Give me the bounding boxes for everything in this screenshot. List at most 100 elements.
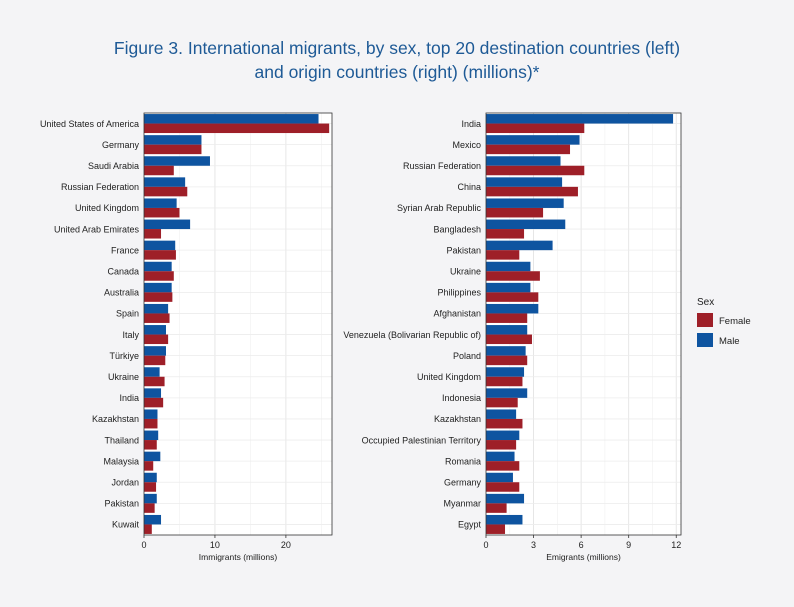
chart-0-bar-female-malaysia (144, 461, 154, 471)
chart-1-x-tick-label: 6 (579, 540, 584, 550)
chart-1-x-tick-label: 3 (531, 540, 536, 550)
chart-1-bar-female-pakistan (486, 250, 520, 260)
chart-0-bar-male-spain (144, 303, 169, 314)
chart-0-category-label: Spain (116, 309, 139, 319)
chart-0-bar-female-russian-federation (144, 186, 188, 197)
chart-1-category-label: Myanmar (443, 499, 481, 509)
chart-1-bar-female-poland (486, 355, 528, 366)
chart-1-bar-male-mexico (486, 135, 580, 145)
chart-1-bar-male-romania (486, 451, 515, 462)
chart-1-bar-male-united-kingdom (486, 367, 525, 377)
chart-0-bar-female-ukraine (144, 376, 165, 387)
chart-1-category-label: Poland (453, 351, 481, 361)
chart-0-bar-female-t-rkiye (144, 355, 166, 366)
chart-0-category-label: Ukraine (108, 372, 139, 382)
chart-1-bar-female-germany (486, 482, 520, 492)
chart-1-category-label: India (461, 119, 481, 129)
chart-1-bar-male-poland (486, 346, 526, 356)
chart-1-category-label: Syrian Arab Republic (397, 203, 482, 213)
chart-1-bar-female-united-kingdom (486, 376, 523, 387)
chart-0-category-label: Thailand (104, 435, 139, 445)
chart-1-bar-male-germany (486, 472, 513, 483)
chart-0-category-label: Malaysia (103, 456, 139, 466)
chart-1-bar-male-venezuela-bolivarian-republic-of (486, 325, 528, 335)
chart-1-bar-female-kazakhstan (486, 418, 523, 429)
chart-1-category-label: Occupied Palestinian Territory (362, 435, 482, 445)
chart-1-bar-female-ukraine (486, 271, 540, 281)
figure-title: Figure 3. International migrants, by sex… (0, 36, 794, 84)
chart-1-plot-area (486, 113, 681, 535)
chart-1-bar-female-bangladesh (486, 229, 525, 239)
chart-0-bar-male-italy (144, 325, 166, 335)
chart-origin-countries: India Mexico Russian Federation China Syrian… (343, 112, 682, 562)
chart-0-bar-male-kuwait (144, 514, 162, 525)
chart-1-bar-male-kazakhstan (486, 409, 517, 419)
chart-0-bar-female-united-kingdom (144, 207, 180, 218)
chart-1-category-label: Philippines (437, 288, 481, 298)
chart-1-category-label: Mexico (452, 140, 481, 150)
chart-1-bar-male-afghanistan (486, 303, 539, 314)
chart-0-bar-male-germany (144, 135, 202, 145)
chart-0-bar-male-pakistan (144, 493, 157, 504)
chart-0-bar-male-united-kingdom (144, 198, 177, 208)
chart-0-category-label: Italy (122, 330, 139, 340)
chart-0-bar-female-france (144, 250, 176, 260)
chart-0-bar-female-united-arab-emirates (144, 229, 162, 239)
chart-0-bar-male-malaysia (144, 451, 161, 462)
chart-1-bar-male-ukraine (486, 261, 531, 272)
chart-0-bar-male-ukraine (144, 367, 160, 377)
chart-0-category-label: France (111, 245, 139, 255)
chart-1-bar-female-indonesia (486, 397, 518, 408)
chart-0-bar-male-thailand (144, 430, 159, 441)
chart-0-bar-female-canada (144, 271, 174, 281)
chart-0-category-label: Canada (107, 266, 139, 276)
chart-1-bar-female-venezuela-bolivarian-republic-of (486, 334, 532, 345)
chart-0-plot-border (143, 112, 333, 536)
chart-0-x-tick-label: 10 (210, 540, 220, 550)
chart-1-bar-male-myanmar (486, 493, 525, 504)
chart-1-bar-male-philippines (486, 282, 531, 293)
chart-0-bar-female-pakistan (144, 503, 155, 513)
chart-1-x-tick-label: 0 (483, 540, 488, 550)
chart-1-bar-male-occupied-palestinian-territory (486, 430, 520, 441)
chart-0-plot-area (144, 113, 332, 535)
chart-1-x-axis-label: Emigrants (millions) (546, 552, 621, 562)
chart-0-category-label: United Kingdom (75, 203, 139, 213)
chart-0-bar-male-kazakhstan (144, 409, 158, 419)
chart-0-category-label: Australia (104, 288, 139, 298)
chart-1-bar-male-russian-federation (486, 156, 561, 166)
chart-0-bar-male-united-arab-emirates (144, 219, 191, 230)
chart-0-x-axis-label: Immigrants (millions) (199, 552, 278, 562)
figure-title-line-1: Figure 3. International migrants, by sex… (113, 38, 681, 58)
chart-1-category-label: Kazakhstan (434, 414, 481, 424)
chart-0-bar-female-india (144, 397, 164, 408)
chart-1-bar-male-china (486, 177, 563, 187)
chart-1-category-label: China (457, 182, 481, 192)
chart-0-bar-male-jordan (144, 472, 157, 483)
chart-1-category-label: Russian Federation (403, 161, 481, 171)
chart-1-category-label: Afghanistan (433, 309, 481, 319)
chart-0-category-label: United Arab Emirates (54, 224, 140, 234)
chart-1-bar-male-bangladesh (486, 219, 566, 230)
chart-0-bar-male-india (144, 388, 162, 398)
chart-1-bar-male-india (486, 114, 674, 124)
chart-1-category-label: United Kingdom (417, 372, 481, 382)
chart-0-bar-female-spain (144, 313, 170, 323)
chart-1-plot-border (485, 112, 682, 536)
chart-0-category-label: Jordan (111, 477, 139, 487)
chart-1-category-label: Bangladesh (433, 224, 481, 234)
legend-title: Sex (697, 297, 714, 308)
chart-0-bar-male-russian-federation (144, 177, 186, 187)
chart-1-bar-female-occupied-palestinian-territory (486, 440, 517, 450)
legend-label-female: Female (719, 316, 751, 327)
chart-1-category-label: Venezuela (Bolivarian Republic of) (343, 330, 481, 340)
chart-0-x-tick-label: 0 (141, 540, 146, 550)
chart-1-bar-female-india (486, 123, 585, 134)
chart-1-bar-female-russian-federation (486, 165, 585, 176)
chart-1-bar-female-philippines (486, 292, 539, 302)
chart-0-bar-male-t-rkiye (144, 346, 166, 356)
chart-0-bar-male-canada (144, 261, 172, 272)
chart-1-bar-female-china (486, 186, 578, 197)
legend-swatch-female (697, 313, 713, 327)
